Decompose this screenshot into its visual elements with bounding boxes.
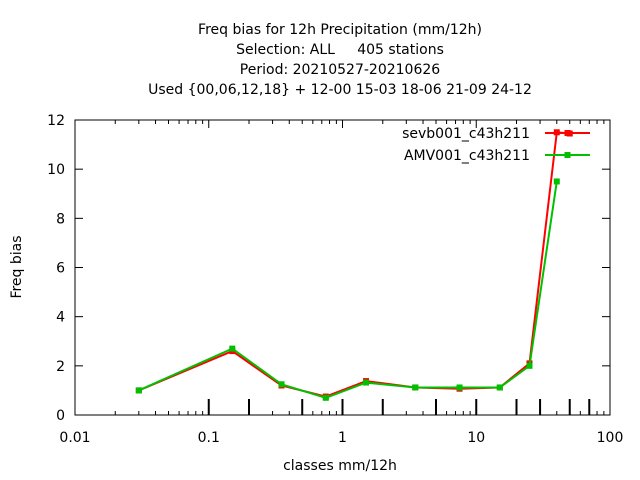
y-tick-label: 0	[56, 408, 65, 424]
legend-label-1: AMV001_c43h211	[404, 148, 530, 164]
y-tick-label: 2	[56, 359, 65, 375]
data-point-series-1	[322, 394, 329, 401]
data-point-series-1	[229, 345, 236, 352]
data-point-series-1	[412, 384, 419, 391]
series-layer	[135, 129, 573, 401]
data-point-series-1	[456, 384, 463, 391]
legend-label-0: sevb001_c43h211	[402, 126, 530, 142]
y-tick-label: 10	[47, 162, 65, 178]
x-tick-label: 0.01	[59, 430, 90, 446]
y-tick-label: 8	[56, 211, 65, 227]
title-line-3: Period: 20210527-20210626	[240, 62, 440, 78]
y-tick-label: 4	[56, 310, 65, 326]
y-tick-label: 6	[56, 261, 65, 277]
axes: 0 2 4 6 8 10 12 0.01 0.1 1 10 100	[47, 113, 623, 446]
x-axis-label: classes mm/12h	[283, 458, 397, 474]
x-tick-label: 100	[597, 430, 624, 446]
chart-title: Freq bias for 12h Precipitation (mm/12h)…	[148, 22, 532, 98]
title-line-1: Freq bias for 12h Precipitation (mm/12h)	[198, 22, 482, 38]
data-point-series-1	[496, 384, 503, 391]
data-point-series-1	[135, 387, 142, 394]
title-line-2: Selection: ALL 405 stations	[236, 42, 444, 58]
plot-frame	[74, 119, 611, 416]
y-tick-label: 12	[47, 113, 65, 129]
title-line-4: Used {00,06,12,18} + 12-00 15-03 18-06 2…	[148, 82, 532, 98]
series-line-0	[138, 131, 570, 398]
data-point-series-1	[553, 178, 560, 185]
class-limit-marks	[207, 399, 591, 415]
legend-marker-1	[564, 152, 571, 158]
x-tick-label: 10	[467, 430, 485, 446]
series-line-1	[138, 181, 558, 399]
y-axis-label: Freq bias	[9, 235, 25, 298]
x-tick-label: 1	[338, 430, 347, 446]
data-point-series-1	[278, 381, 285, 388]
x-tick-label: 0.1	[198, 430, 220, 446]
legend-marker-0	[564, 130, 571, 136]
data-point-series-1	[526, 362, 533, 369]
legend: sevb001_c43h211 AMV001_c43h211	[402, 126, 590, 164]
data-point-series-1	[363, 379, 370, 386]
